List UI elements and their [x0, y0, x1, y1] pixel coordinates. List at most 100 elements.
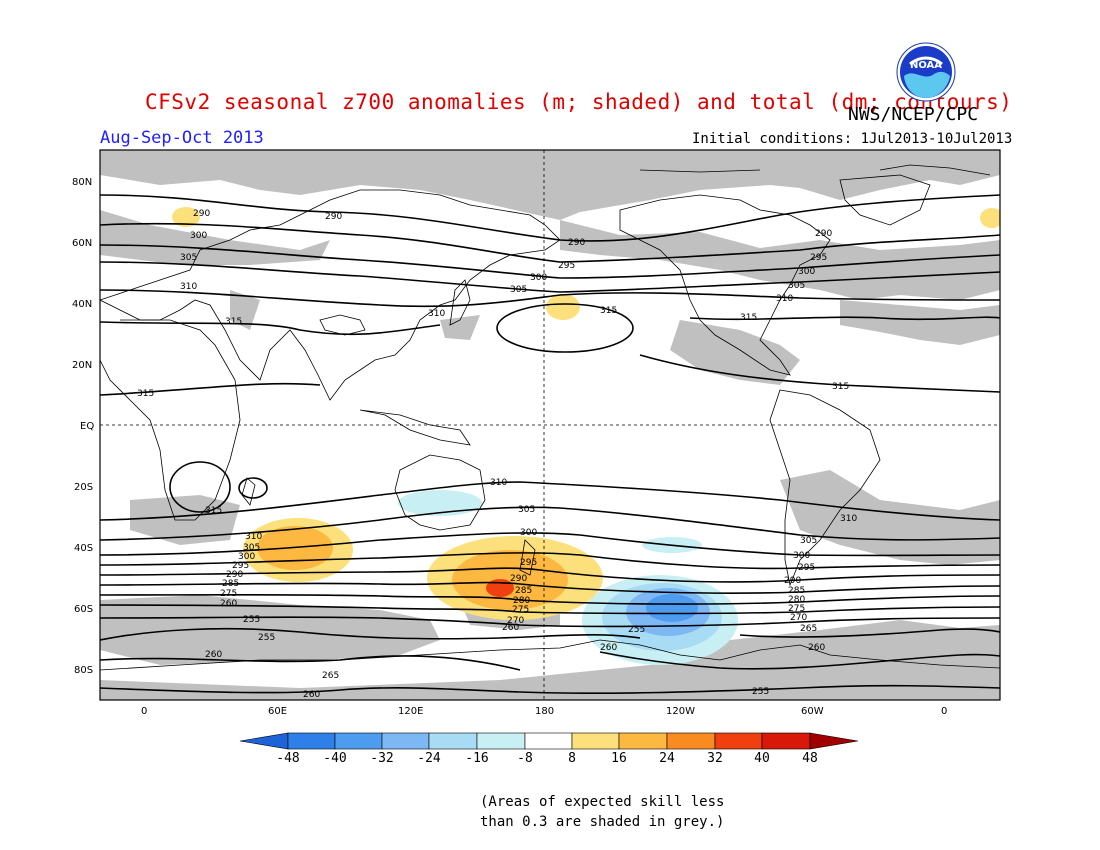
- contour-label: 260: [303, 690, 320, 700]
- lat-tick-label: 40S: [74, 543, 93, 554]
- lon-tick-label: 120W: [666, 706, 695, 717]
- contour-label: 300: [520, 528, 537, 538]
- contour-label: 260: [205, 650, 222, 660]
- lat-tick-label: 20N: [72, 360, 92, 371]
- colorbar-swatch: [382, 733, 429, 749]
- colorbar-swatch: [762, 733, 810, 749]
- lat-tick-label: 40N: [72, 299, 92, 310]
- lon-tick-label: 0: [141, 706, 147, 717]
- colorbar-swatch: [429, 733, 477, 749]
- contour-label: 315: [205, 506, 222, 516]
- lat-tick-label: 20S: [74, 482, 93, 493]
- colorbar-swatch: [715, 733, 762, 749]
- contour-label: 255: [243, 615, 260, 625]
- skill-note: (Areas of expected skill less than 0.3 a…: [480, 792, 724, 832]
- anomaly-negative-south-pacific-core: [646, 594, 698, 622]
- contour-label: 315: [832, 382, 849, 392]
- longitude-axis: 0 60E 120E 180 120W 60W 0: [141, 706, 947, 717]
- contour-label: 310: [180, 282, 197, 292]
- anomaly-positive-north-pacific: [546, 294, 580, 320]
- colorbar-label: 16: [599, 751, 639, 766]
- lon-tick-label: 60W: [801, 706, 824, 717]
- contour-label: 295: [520, 558, 537, 568]
- colorbar-label: 24: [647, 751, 687, 766]
- colorbar-arrow-high: [810, 733, 858, 749]
- contour-label: 260: [220, 599, 237, 609]
- contour-label: 305: [510, 285, 527, 295]
- contour-label: 290: [815, 229, 832, 239]
- contour-label: 290: [784, 576, 801, 586]
- contour-label: 295: [798, 563, 815, 573]
- lat-tick-label: 60N: [72, 238, 92, 249]
- contour-label: 285: [222, 579, 239, 589]
- lat-tick-label: 80N: [72, 177, 92, 188]
- contour-label: 290: [510, 574, 527, 584]
- contour-label: 270: [790, 613, 807, 623]
- contour-label: 300: [793, 551, 810, 561]
- contour-label: 265: [322, 671, 339, 681]
- latitude-axis: 80N 60N 40N 20N EQ 20S 40S 60S 80S: [72, 177, 94, 676]
- lon-tick-label: 60E: [268, 706, 287, 717]
- colorbar: [240, 733, 858, 749]
- contour-label: 305: [800, 536, 817, 546]
- contour-label: 315: [137, 389, 154, 399]
- contour-label: 315: [600, 306, 617, 316]
- skill-note-line: than 0.3 are shaded in grey.): [480, 812, 724, 832]
- lon-tick-label: 180: [535, 706, 554, 717]
- colorbar-label: 40: [742, 751, 782, 766]
- contour-label: 310: [776, 294, 793, 304]
- contour-label: 290: [325, 212, 342, 222]
- contour-label: 310: [490, 478, 507, 488]
- contour-label: 295: [810, 253, 827, 263]
- contour-label: 305: [518, 505, 535, 515]
- contour-label: 275: [512, 605, 529, 615]
- contour-label: 310: [428, 309, 445, 319]
- contour-label: 295: [558, 261, 575, 271]
- lon-tick-label: 120E: [398, 706, 423, 717]
- colorbar-swatch: [619, 733, 667, 749]
- contour-label: 300: [798, 267, 815, 277]
- colorbar-label: -40: [315, 751, 355, 766]
- contour-label: 285: [515, 586, 532, 596]
- colorbar-arrow-low: [240, 733, 288, 749]
- lat-tick-label: EQ: [80, 421, 94, 432]
- colorbar-swatch: [667, 733, 715, 749]
- contour-label: 255: [258, 633, 275, 643]
- lon-tick-label: 0: [941, 706, 947, 717]
- contour-label: 260: [808, 643, 825, 653]
- contour-label: 290: [193, 209, 210, 219]
- colorbar-swatch: [572, 733, 619, 749]
- contour-label: 300: [530, 273, 547, 283]
- agency-label: NWS/NCEP/CPC: [848, 104, 978, 125]
- colorbar-label: -48: [268, 751, 308, 766]
- noaa-logo-icon: NOAA: [896, 42, 956, 102]
- contour-label: 310: [245, 532, 262, 542]
- colorbar-label: -16: [457, 751, 497, 766]
- colorbar-swatch: [288, 733, 335, 749]
- colorbar-label: 32: [695, 751, 735, 766]
- lat-tick-label: 60S: [74, 604, 93, 615]
- contour-label: 275: [220, 589, 237, 599]
- colorbar-swatch: [335, 733, 382, 749]
- noaa-logo-text: NOAA: [910, 60, 942, 71]
- initial-conditions: Initial conditions: 1Jul2013-10Jul2013: [692, 131, 1012, 147]
- contour-label: 260: [502, 623, 519, 633]
- contour-label: 305: [180, 253, 197, 263]
- colorbar-swatch: [525, 733, 572, 749]
- colorbar-swatch: [477, 733, 525, 749]
- lat-tick-label: 80S: [74, 665, 93, 676]
- contour-label: 255: [752, 687, 769, 697]
- colorbar-label: -8: [505, 751, 545, 766]
- contour-label: 300: [190, 231, 207, 241]
- contour-label: 315: [225, 317, 242, 327]
- contour-label: 255: [628, 625, 645, 635]
- contour-label: 310: [840, 514, 857, 524]
- contour-label: 305: [788, 281, 805, 291]
- contour-label: 315: [740, 313, 757, 323]
- colorbar-label: -24: [409, 751, 449, 766]
- contour-label: 290: [568, 238, 585, 248]
- contour-label: 265: [800, 624, 817, 634]
- forecast-period: Aug-Sep-Oct 2013: [100, 128, 264, 148]
- contour-label: 260: [600, 643, 617, 653]
- colorbar-label: 48: [790, 751, 830, 766]
